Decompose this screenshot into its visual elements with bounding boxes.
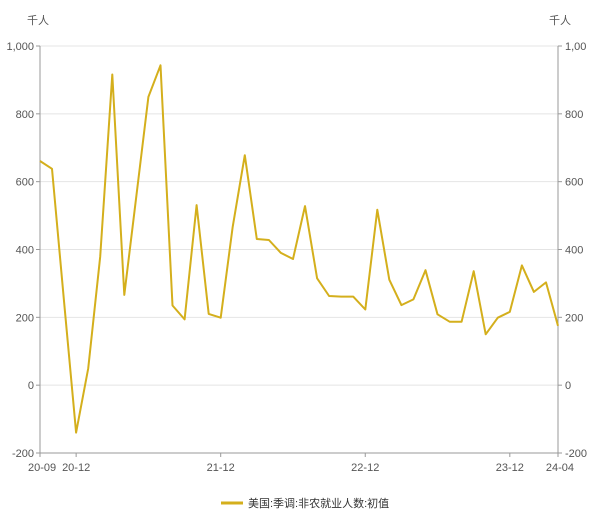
y-tick-label-right: 0 (565, 380, 571, 392)
x-tick-label: 24-04 (546, 462, 574, 474)
y-tick-label-right: 800 (565, 109, 583, 121)
series (39, 64, 559, 434)
y-tick-label-right: 600 (565, 177, 583, 189)
x-tick-labels: 20-09 20-12 21-12 22-12 23-12 24-04 (28, 453, 574, 474)
y-tick-label-left: 1,000 (6, 41, 34, 53)
y-tick-label-right: 400 (565, 245, 583, 257)
legend-label-series-1: 美国:季调:非农就业人数:初值 (248, 496, 389, 510)
legend: 美国:季调:非农就业人数:初值 (221, 496, 389, 510)
right-unit-label: 千人 (549, 14, 571, 27)
x-tick-label: 22-12 (351, 462, 379, 474)
x-tick-label: 21-12 (207, 462, 235, 474)
x-tick-label: 23-12 (496, 462, 524, 474)
y-tick-label-left: 400 (16, 245, 34, 257)
y-tick-label-left: 600 (16, 177, 34, 189)
y-tick-label-right: 200 (565, 312, 583, 324)
axes (39, 46, 559, 454)
y-tick-label-left: 200 (16, 312, 34, 324)
y-tick-label-left: 0 (28, 380, 34, 392)
y-tick-label-right: -200 (565, 448, 587, 460)
left-y-tick-labels: -200 0 200 400 600 800 1,000 (6, 41, 34, 460)
left-unit-label: 千人 (27, 14, 49, 27)
y-tick-label-right: 1,00 (565, 41, 586, 53)
series-line-1 (39, 64, 559, 434)
y-tick-label-left: -200 (12, 448, 34, 460)
x-tick-label: 20-09 (28, 462, 56, 474)
right-y-tick-labels: -200 0 200 400 600 800 1,00 (565, 41, 587, 460)
x-tick-label: 20-12 (62, 462, 90, 474)
y-tick-label-left: 800 (16, 109, 34, 121)
